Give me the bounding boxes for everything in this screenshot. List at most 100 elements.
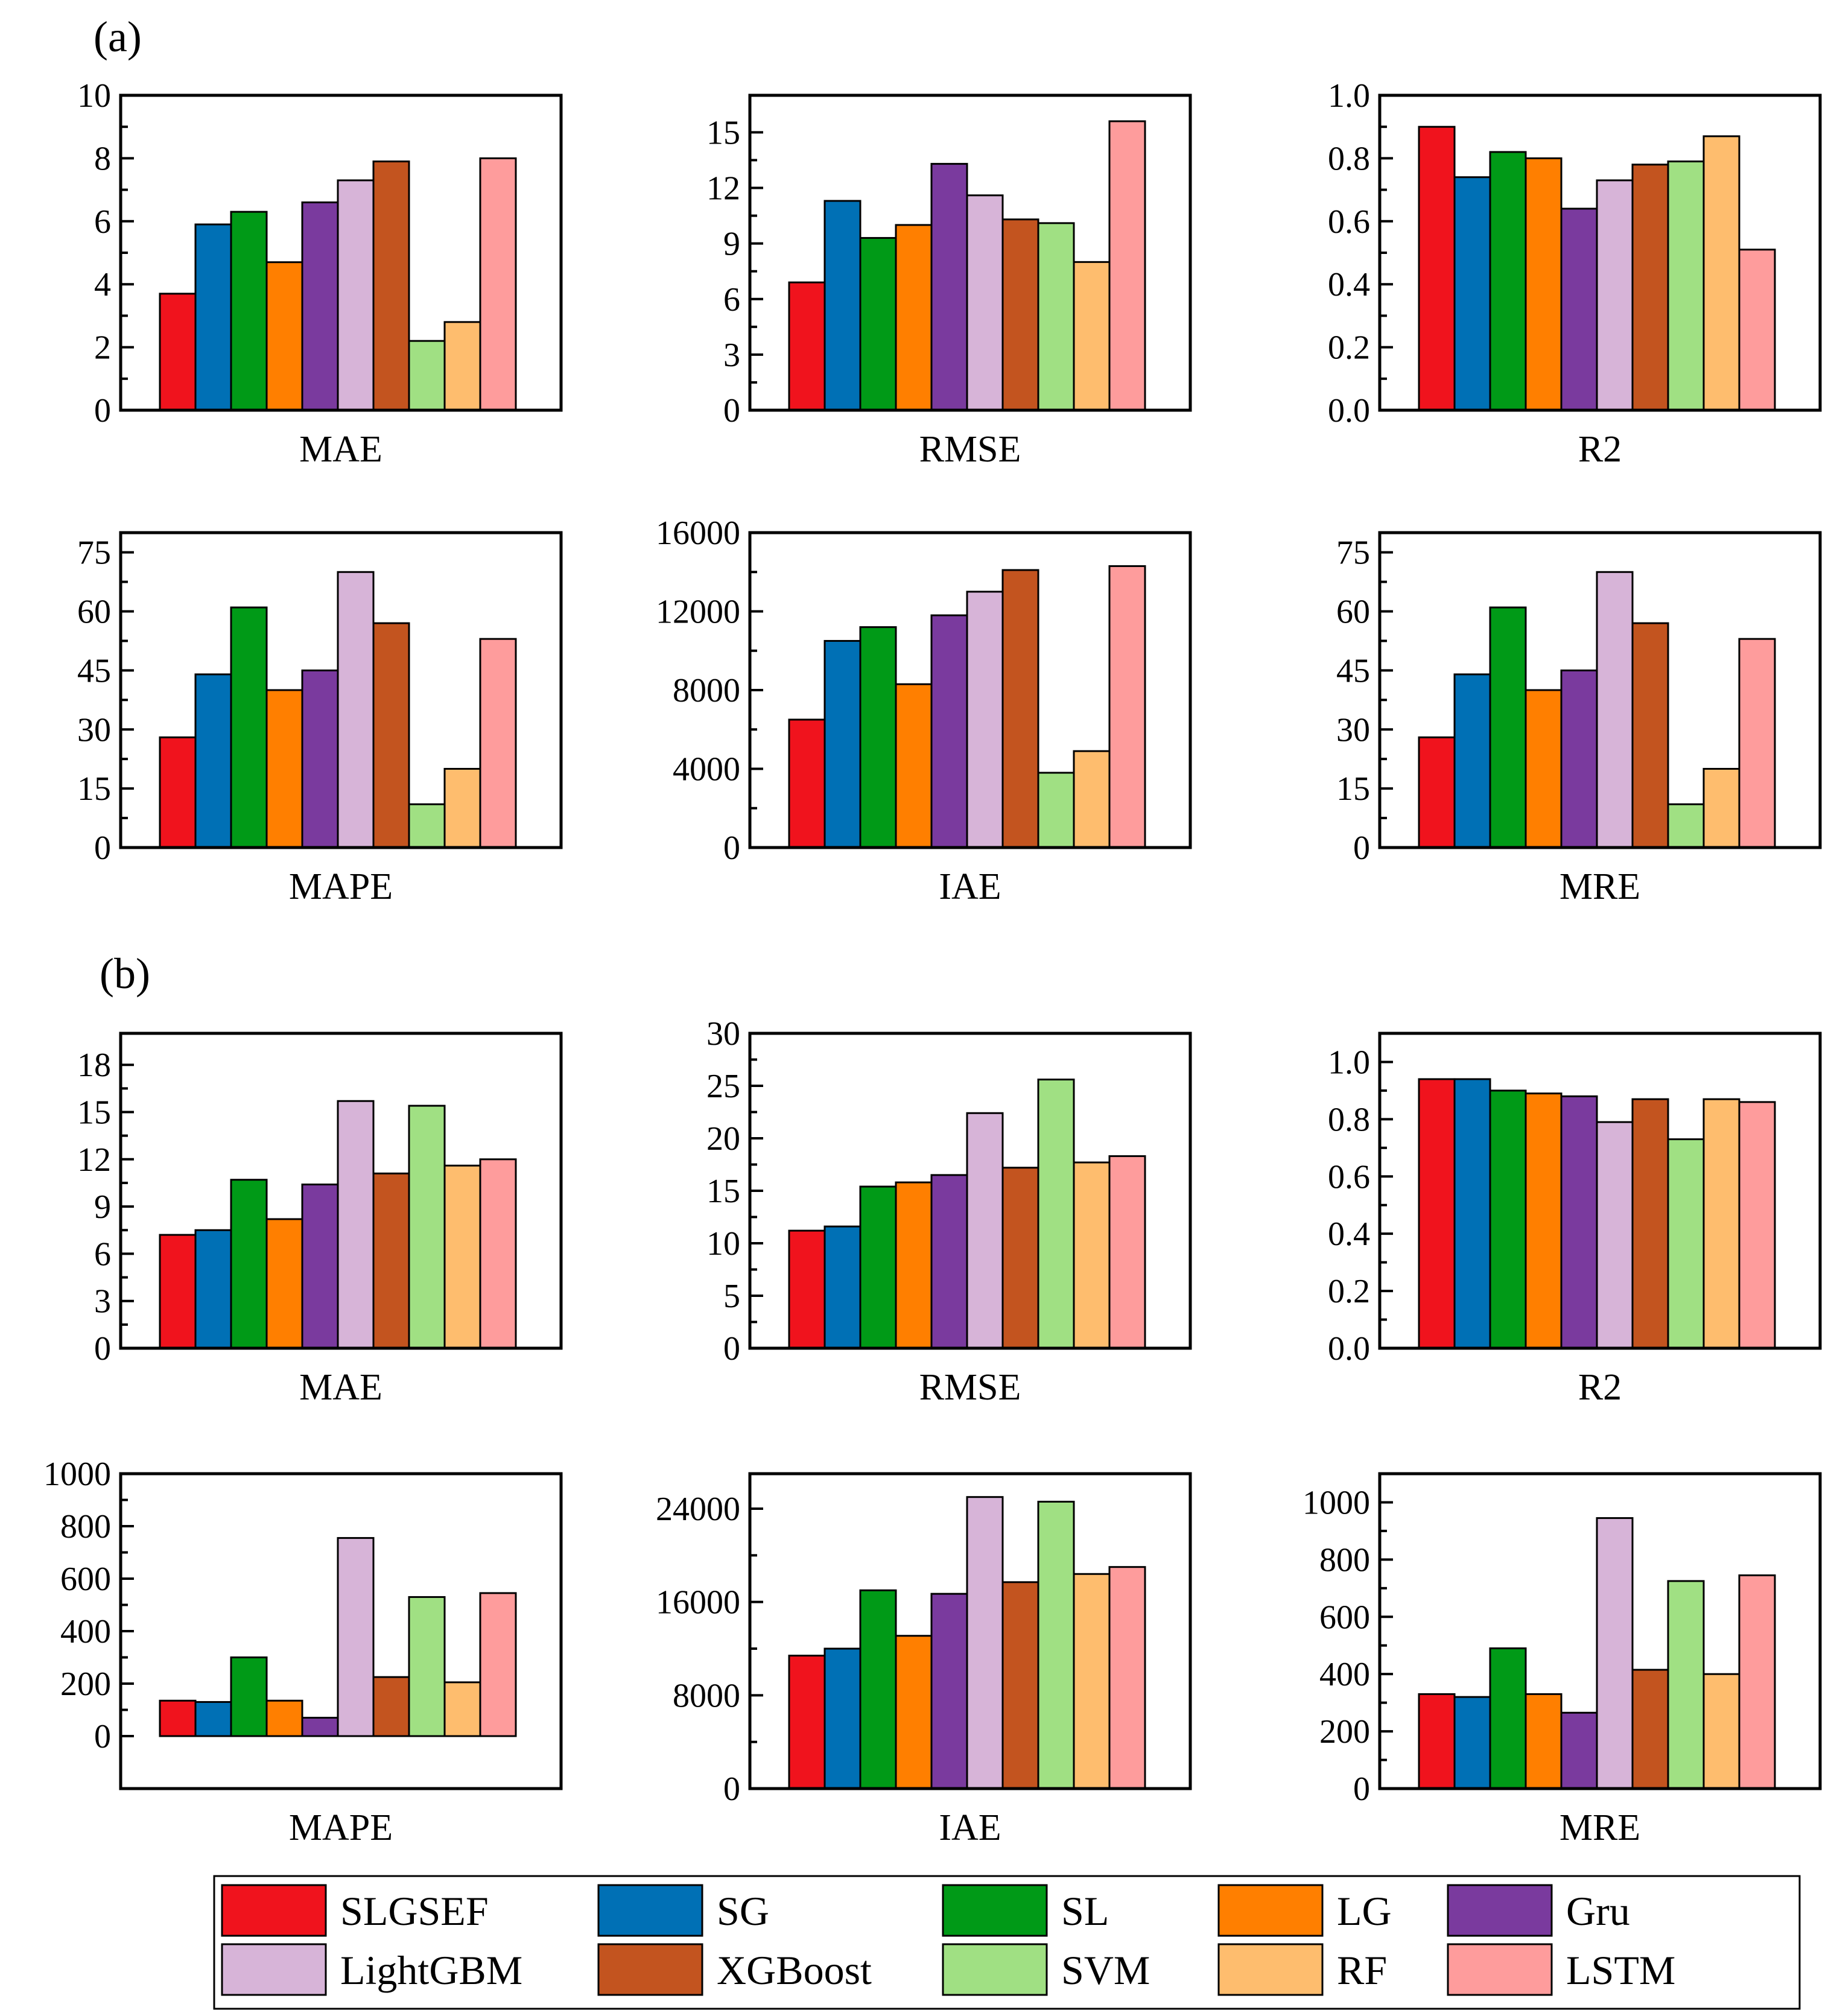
chart-panel: 0 15 30 45 60 75 MAPE — [77, 531, 563, 907]
y-tick-label: 0.2 — [1328, 329, 1370, 367]
y-tick-label: 400 — [1319, 1656, 1370, 1693]
chart-panel: 0 3 6 9 12 15 18 MAE — [77, 1032, 563, 1408]
bar-gru — [1560, 1095, 1598, 1349]
y-tick-label: 45 — [1336, 652, 1370, 689]
bar-lightgbm — [1596, 1517, 1634, 1790]
y-tick-label: 3 — [94, 1283, 111, 1320]
legend-label-sl: SL — [1061, 1888, 1109, 1934]
bar-sg — [823, 1225, 861, 1349]
plot-frame — [119, 1032, 563, 1350]
bar-sl — [859, 236, 897, 411]
bar-lg — [895, 1635, 933, 1790]
y-tick-label: 4 — [94, 266, 111, 303]
bar-xgboost — [1631, 163, 1669, 411]
bar-lightgbm — [966, 1496, 1004, 1790]
chart-panel: 0 200 400 600 800 1000 MRE — [1303, 1472, 1822, 1848]
y-tick-label: 8000 — [673, 672, 740, 709]
bar-lstm — [1108, 565, 1146, 849]
bar-lg — [895, 224, 933, 411]
bar-rf — [443, 321, 481, 411]
bar-gru — [1560, 669, 1598, 849]
bar-gru — [1560, 208, 1598, 411]
bar-lg — [1525, 689, 1563, 849]
legend-swatch-rf — [1217, 1943, 1324, 1996]
bar-gru — [301, 201, 339, 411]
bar-svm — [1667, 1138, 1705, 1349]
bar-slgsef — [788, 718, 826, 849]
chart-panel: 0 3 6 9 12 15 RMSE — [706, 94, 1192, 470]
y-tick-label: 0.6 — [1328, 203, 1370, 241]
x-axis-label: IAE — [939, 866, 1001, 907]
y-tick-label: 24000 — [656, 1491, 740, 1528]
bar-slgsef — [159, 1699, 197, 1737]
x-axis-label: RMSE — [919, 1367, 1021, 1408]
y-tick-label: 75 — [1336, 534, 1370, 572]
x-axis-label: MAE — [299, 429, 382, 470]
chart-panel: 0 15 30 45 60 75 MRE — [1336, 531, 1822, 907]
y-tick-label: 5 — [723, 1278, 740, 1315]
bar-sg — [1453, 673, 1491, 849]
bar-lightgbm — [337, 571, 375, 849]
bar-sg — [1453, 1078, 1491, 1349]
y-tick-label: 0.8 — [1328, 1101, 1370, 1138]
chart-panel: 0 200 400 600 800 1000 MAPE — [43, 1456, 563, 1848]
plot-frame — [1378, 1032, 1822, 1350]
y-tick-label: 30 — [77, 711, 111, 749]
bar-lg — [1525, 157, 1563, 411]
y-tick-label: 1.0 — [1328, 77, 1370, 115]
y-tick-label: 12 — [77, 1141, 111, 1179]
bar-gru — [930, 614, 968, 849]
bar-sg — [194, 673, 232, 849]
bar-svm — [1667, 160, 1705, 411]
y-tick-label: 600 — [1319, 1599, 1370, 1636]
bar-lg — [265, 261, 303, 411]
bar-rf — [443, 1681, 481, 1737]
bar-lg — [265, 1699, 303, 1737]
bar-lg — [895, 683, 933, 849]
chart-panel: 0.0 0.2 0.4 0.6 0.8 1.0 R2 — [1328, 77, 1822, 470]
bar-rf — [1073, 261, 1111, 411]
y-tick-label: 15 — [77, 1094, 111, 1132]
bar-gru — [301, 1184, 339, 1349]
bar-rf — [1702, 1673, 1740, 1790]
bar-sg — [823, 639, 861, 849]
bar-slgsef — [788, 281, 826, 411]
legend-swatch-sg — [597, 1884, 703, 1937]
bar-slgsef — [159, 736, 197, 849]
y-tick-label: 18 — [77, 1047, 111, 1084]
y-tick-label: 0.4 — [1328, 266, 1370, 303]
legend-swatch-gru — [1447, 1884, 1553, 1937]
bar-lstm — [1108, 120, 1146, 411]
y-tick-label: 0 — [94, 392, 111, 430]
y-tick-label: 30 — [706, 1015, 740, 1053]
y-tick-label: 0.2 — [1328, 1273, 1370, 1310]
bar-lightgbm — [337, 1100, 375, 1349]
y-tick-label: 9 — [94, 1188, 111, 1226]
x-axis-label: MRE — [1560, 1807, 1640, 1848]
bar-slgsef — [159, 1234, 197, 1349]
y-tick-label: 0 — [723, 1770, 740, 1808]
y-tick-label: 10 — [706, 1225, 740, 1263]
bar-svm — [408, 1105, 446, 1349]
legend-label-sg: SG — [717, 1888, 769, 1934]
y-tick-label: 600 — [60, 1561, 111, 1598]
bar-rf — [1073, 1573, 1111, 1790]
y-tick-label: 0 — [1353, 1770, 1370, 1808]
y-tick-label: 60 — [77, 594, 111, 631]
y-tick-label: 6 — [94, 203, 111, 241]
y-tick-label: 2 — [94, 329, 111, 367]
bar-rf — [1073, 750, 1111, 849]
bar-slgsef — [159, 293, 197, 411]
bar-xgboost — [372, 1172, 410, 1349]
bar-slgsef — [1418, 125, 1456, 411]
bar-slgsef — [1418, 1693, 1456, 1790]
y-tick-label: 45 — [77, 652, 111, 689]
chart-panel: 0.0 0.2 0.4 0.6 0.8 1.0 R2 — [1328, 1032, 1822, 1408]
y-tick-label: 8000 — [673, 1677, 740, 1714]
bar-xgboost — [1001, 218, 1039, 411]
bar-xgboost — [1631, 622, 1669, 849]
bar-sl — [1489, 1647, 1527, 1790]
y-tick-label: 0 — [1353, 829, 1370, 867]
chart-panel: 0 8000 16000 24000 IAE — [656, 1472, 1192, 1848]
